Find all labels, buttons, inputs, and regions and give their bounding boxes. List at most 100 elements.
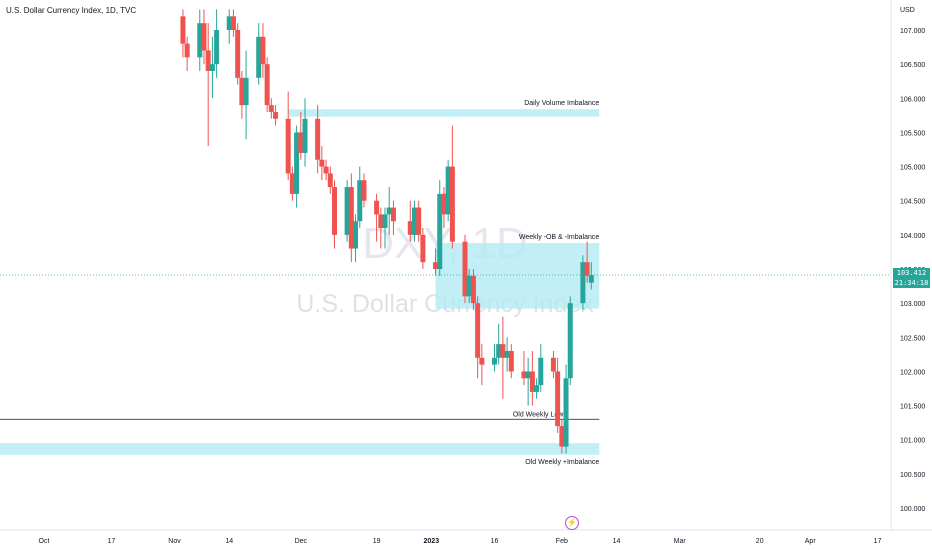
candle-body: [285, 118, 291, 174]
price-tick-label: 106.500: [900, 62, 925, 69]
date-tick-label: 16: [491, 538, 499, 545]
date-tick-label: Feb: [556, 538, 568, 545]
price-tick-label: 107.000: [900, 28, 925, 35]
date-tick-label: 17: [874, 538, 882, 545]
date-tick-label: Apr: [805, 538, 817, 545]
candle-body: [559, 426, 565, 447]
date-tick-label: 14: [225, 538, 233, 545]
candle-body: [563, 378, 569, 447]
candle-body: [214, 30, 220, 65]
candle-body: [529, 371, 535, 392]
price-tick-label: 104.500: [900, 199, 925, 206]
candle-body: [256, 36, 262, 78]
candle-body: [361, 180, 367, 201]
candle-body: [496, 344, 502, 358]
price-axis[interactable]: USD 107.000 106.500 106.000 105.500 105.000 1…: [900, 7, 925, 513]
candle-body: [449, 166, 455, 242]
candle-body: [197, 23, 203, 58]
candle-body: [294, 132, 300, 194]
candle-body: [588, 275, 594, 283]
candle-body: [289, 173, 295, 194]
date-tick-label: Oct: [39, 538, 50, 545]
date-tick-label: 20: [756, 538, 764, 545]
candle-body: [331, 187, 337, 235]
candle-body: [441, 193, 447, 215]
candle-body: [508, 350, 514, 372]
candle-body: [226, 16, 232, 30]
candle-body: [433, 262, 439, 270]
price-tick-label: 102.500: [900, 335, 925, 342]
date-tick-label: 17: [107, 538, 115, 545]
candle-body: [348, 187, 354, 249]
candle-body: [344, 187, 350, 235]
candle-body: [273, 111, 279, 119]
candle-body: [538, 357, 544, 386]
date-tick-label: Mar: [674, 538, 687, 545]
candle-body: [264, 64, 270, 106]
zone-label: Daily Volume Imbalance: [524, 100, 599, 107]
candle-body: [534, 385, 540, 392]
candle-body: [205, 50, 211, 71]
candle-body: [201, 23, 207, 51]
lightning-icon[interactable]: ⚡: [565, 516, 579, 530]
candle-body: [479, 357, 485, 365]
candle-body: [382, 214, 388, 229]
candle-body: [298, 132, 304, 153]
candle-body: [260, 36, 266, 65]
candle-body: [180, 16, 186, 44]
candle-body: [466, 275, 472, 297]
date-axis[interactable]: Oct 17 Nov 14 Dec 19 2023 16 Feb 14 Mar 20 Apr 17: [39, 538, 882, 545]
candle-body: [584, 262, 590, 276]
zone-rect: [0, 443, 600, 455]
candle-body: [327, 173, 333, 188]
level-label: Old Weekly Low: [513, 411, 564, 418]
candle-body: [445, 166, 451, 215]
candle-body: [378, 214, 384, 229]
price-tick-label: 105.500: [900, 130, 925, 137]
candle-body: [580, 262, 586, 304]
candle-body: [209, 64, 215, 71]
candle-body: [386, 207, 392, 215]
candle-body: [319, 159, 325, 167]
candle-body: [437, 193, 443, 270]
candle-body: [521, 371, 527, 379]
candle-body: [411, 207, 417, 235]
price-tick-label: 101.000: [900, 438, 925, 445]
zones-layer: Daily Volume Imbalance Weekly -OB & -Imba…: [0, 100, 599, 466]
candle-body: [525, 371, 531, 379]
zone-label: Weekly -OB & -Imbalance: [519, 234, 600, 241]
candle-body: [420, 234, 426, 263]
candle-body: [374, 200, 380, 215]
date-tick-label: 14: [613, 538, 621, 545]
candle-body: [567, 303, 573, 379]
price-tick-label: 106.000: [900, 96, 925, 103]
date-tick-label: 2023: [424, 538, 440, 545]
symbol-header: U.S. Dollar Currency Index, 1D, TVC: [6, 6, 137, 15]
candle-body: [550, 357, 556, 372]
candle-body: [323, 166, 329, 174]
axis-borders: [0, 0, 932, 531]
candle-body: [470, 275, 476, 304]
date-tick-label: Nov: [168, 538, 181, 545]
price-tick-label: 103.000: [900, 301, 925, 308]
candle-body: [416, 207, 422, 235]
price-tick-label: 100.000: [900, 506, 925, 513]
lines-layer: Old Weekly Low: [0, 411, 600, 420]
candle-body: [390, 207, 396, 222]
candle-body: [491, 357, 497, 365]
candles-layer: [180, 9, 594, 454]
candle-body: [184, 43, 190, 58]
price-tick-label: 101.500: [900, 404, 925, 411]
candle-body: [462, 241, 468, 297]
date-tick-label: 19: [373, 538, 381, 545]
price-tick-label: 102.000: [900, 369, 925, 376]
candle-body: [268, 105, 274, 112]
candle-body: [357, 180, 363, 222]
candle-body: [475, 303, 481, 358]
candle-body: [315, 118, 321, 160]
price-tick-label: 105.000: [900, 165, 925, 172]
price-tick-label: 104.000: [900, 233, 925, 240]
candle-body: [504, 350, 510, 358]
